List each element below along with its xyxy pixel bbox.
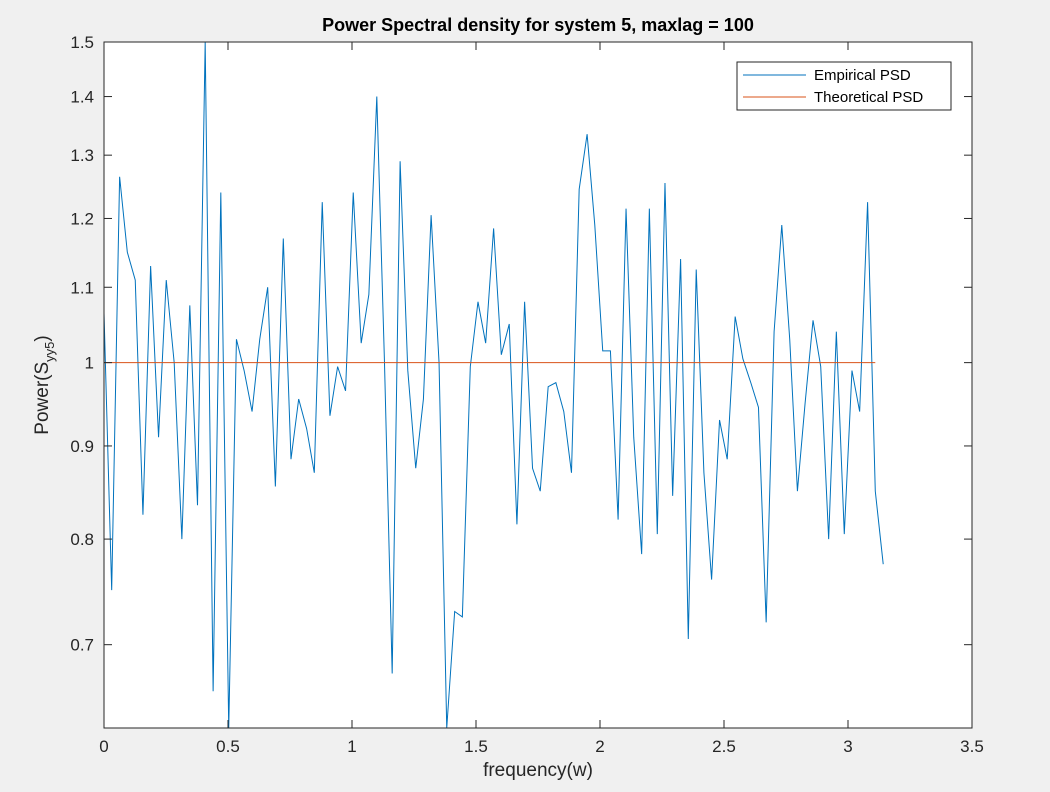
x-tick-label: 2.5: [712, 737, 736, 756]
plot-area: [104, 42, 972, 728]
x-tick-label: 1: [347, 737, 356, 756]
y-tick-label: 0.9: [70, 437, 94, 456]
y-axis-label-close: ): [32, 335, 53, 341]
y-tick-label: 0.7: [70, 636, 94, 655]
x-tick-label: 3.5: [960, 737, 984, 756]
y-axis-label: Power(Syy5): [32, 335, 57, 434]
chart-title: Power Spectral density for system 5, max…: [322, 15, 754, 35]
y-tick-label: 1.3: [70, 146, 94, 165]
x-axis: 0 0.5 1 1.5 2 2.5 3 3.5: [99, 42, 984, 756]
axes-box: [103, 41, 973, 729]
y-tick-label: 1: [85, 354, 94, 373]
y-axis-label-sub: yy5: [42, 342, 57, 362]
y-tick-label: 1.2: [70, 209, 94, 228]
y-tick-label: 0.8: [70, 530, 94, 549]
x-axis-label: frequency(w): [483, 760, 593, 781]
legend-label-empirical: Empirical PSD: [814, 67, 911, 84]
y-axis: 0.7 0.8 0.9 1 1.1 1.2 1.3 1.4 1.5: [70, 33, 972, 655]
series-layer: [103, 41, 884, 729]
legend-box: [736, 61, 952, 111]
x-tick-label: 1.5: [464, 737, 488, 756]
y-axis-label-main: Power(S: [32, 362, 53, 435]
y-tick-label: 1.5: [70, 33, 94, 52]
legend: Empirical PSD Theoretical PSD: [736, 61, 952, 111]
series-line-empirical: [103, 41, 884, 729]
y-tick-label: 1.4: [70, 88, 94, 107]
x-tick-label: 2: [595, 737, 604, 756]
x-tick-label: 0: [99, 737, 108, 756]
x-tick-label: 3: [843, 737, 852, 756]
x-tick-label: 0.5: [216, 737, 240, 756]
y-tick-label: 1.1: [70, 278, 94, 297]
legend-label-theoretical: Theoretical PSD: [814, 89, 923, 106]
